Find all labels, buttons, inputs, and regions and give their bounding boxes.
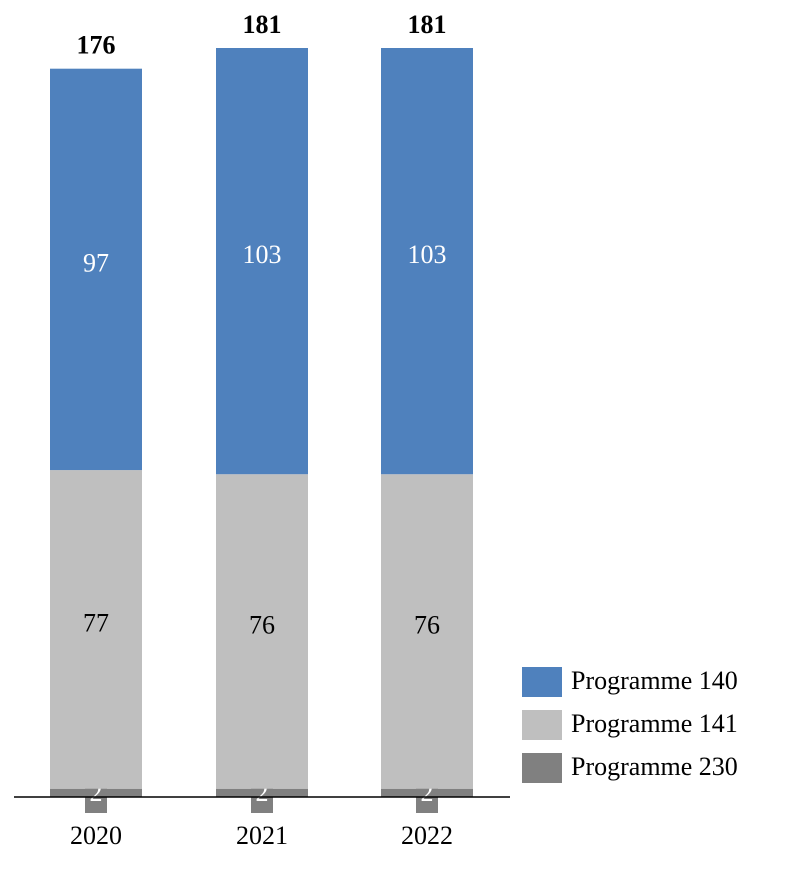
legend-swatch xyxy=(522,753,562,783)
legend-label: Programme 230 xyxy=(571,752,738,781)
value-label: 76 xyxy=(249,610,275,639)
bar-segment xyxy=(216,474,308,789)
value-label: 97 xyxy=(83,248,109,277)
legend-label: Programme 141 xyxy=(571,709,738,738)
total-label: 176 xyxy=(77,31,116,60)
value-label: 76 xyxy=(414,610,440,639)
legend-swatch xyxy=(522,710,562,740)
legend-swatch xyxy=(522,667,562,697)
bar-segment xyxy=(50,68,142,471)
bar-segment xyxy=(381,48,473,475)
value-label: 103 xyxy=(408,240,447,269)
x-tick-label: 2022 xyxy=(401,821,453,850)
total-label: 181 xyxy=(408,10,447,39)
bar-segment xyxy=(216,48,308,475)
total-label: 181 xyxy=(243,10,282,39)
legend-label: Programme 140 xyxy=(571,666,738,695)
x-tick-label: 2020 xyxy=(70,821,122,850)
bar-segment xyxy=(381,474,473,789)
x-tick-label: 2021 xyxy=(236,821,288,850)
bar-segment xyxy=(50,470,142,789)
value-label: 77 xyxy=(83,608,109,637)
value-label: 103 xyxy=(243,240,282,269)
